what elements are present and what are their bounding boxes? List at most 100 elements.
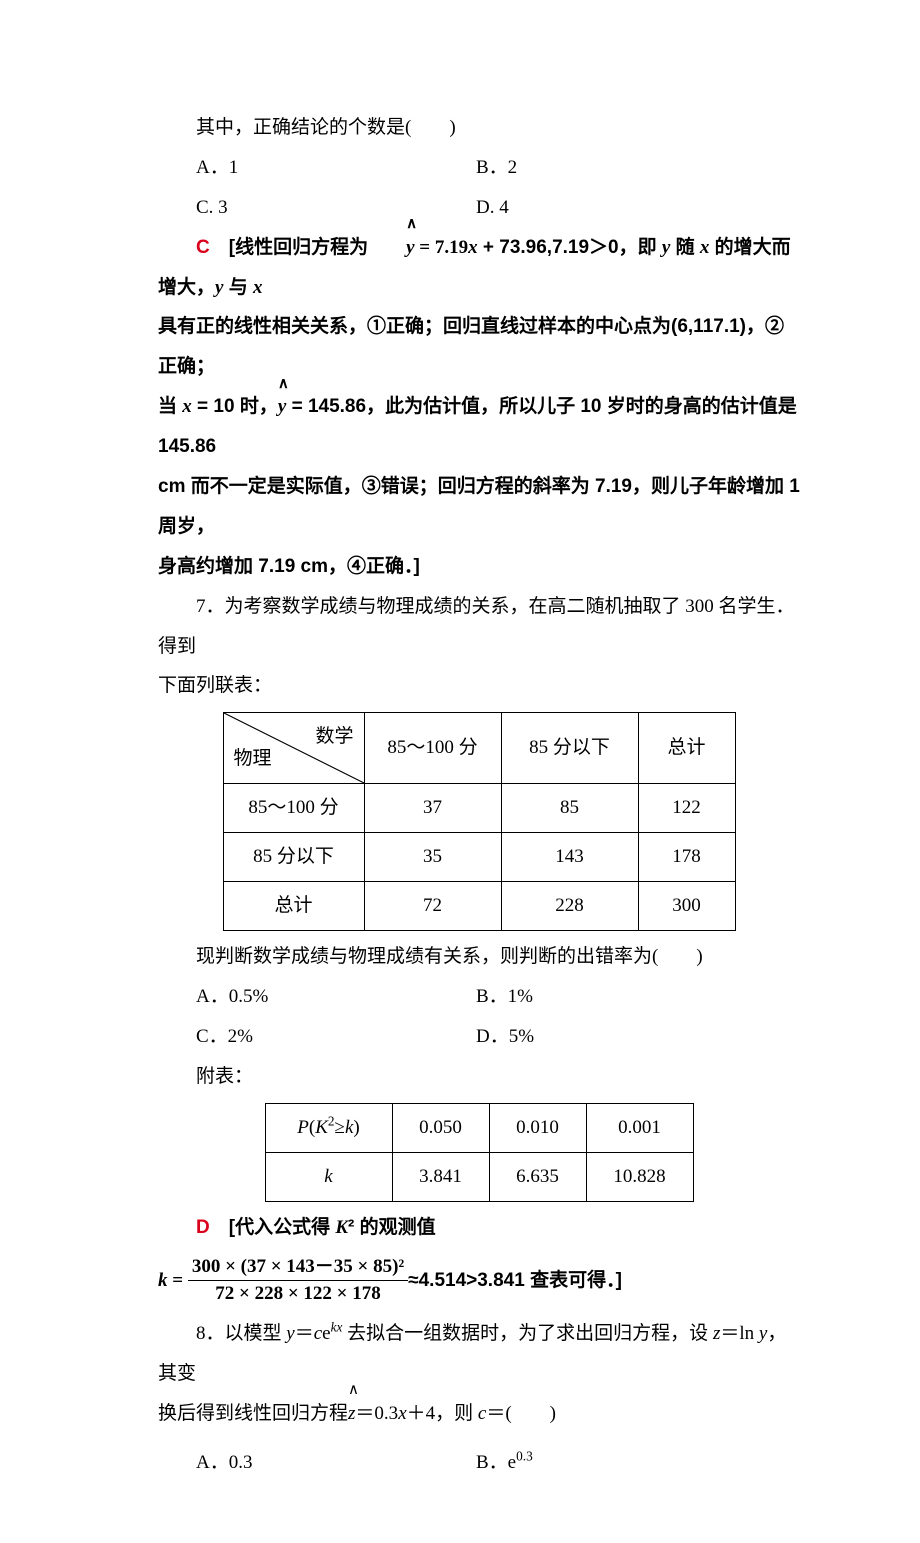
q6-explanation-line-5: 身高约增加 7.19 cm，④正确．] <box>158 547 800 587</box>
q8-e: e <box>322 1323 330 1344</box>
q8-zhat: z <box>348 1403 355 1424</box>
q6-l3-a: 当 <box>158 396 182 417</box>
q7-option-c: C．2% <box>196 1017 476 1057</box>
q7-exp-tail: ² 的观测值 <box>348 1217 436 1238</box>
q8-s2-b: ＝0.3 <box>355 1403 398 1424</box>
q8-s2-x: x <box>398 1403 406 1424</box>
q7-t2-h0: P(K2≥k) <box>265 1103 392 1152</box>
q7-contingency-table: 数学 物理 85～100 分 85 分以下 总计 85～100 分 37 85 … <box>223 712 736 931</box>
q6-option-c: C. 3 <box>196 188 476 228</box>
q7-stem-line-1: 7．为考察数学成绩与物理成绩的关系，在高二随机抽取了 300 名学生．得到 <box>158 587 800 667</box>
q6-l3-b: = 10 时， <box>192 396 278 417</box>
q6-exp-prefix: [线性回归方程为 <box>229 237 368 258</box>
q8-y: y <box>286 1323 294 1344</box>
q8-s2-cvar: c <box>478 1403 486 1424</box>
q6-exp-sui: 随 <box>670 237 700 258</box>
q7-exp-head: [代入公式得 <box>229 1217 336 1238</box>
q6-options-row-1: A．1 B．2 <box>158 148 800 188</box>
q6-options-row-2: C. 3 D. 4 <box>158 188 800 228</box>
q7-t1-diag-bot: 物理 <box>234 739 272 779</box>
q7-stem1: 为考察数学成绩与物理成绩的关系，在高二随机抽取了 300 名学生．得到 <box>158 596 795 657</box>
q8-options-row-1: A．0.3 B．e0.3 <box>158 1443 800 1483</box>
q8-eq2: ＝ln <box>720 1323 759 1344</box>
q7-t1-diag-top: 数学 <box>315 717 353 757</box>
q6-yhat: y <box>406 237 414 258</box>
q8-s2-d: ＝( ) <box>486 1403 556 1424</box>
q7-t1-r3c1: 72 <box>364 882 501 931</box>
q7-f-den: 72 × 228 × 122 × 178 <box>188 1281 408 1308</box>
q7-f-lhs: k <box>158 1270 168 1291</box>
q7-t1-r2c2: 143 <box>501 833 638 882</box>
q7-formula: k = 300 × (37 × 143－35 × 85)²72 × 228 × … <box>158 1254 800 1308</box>
table-row: 85～100 分 37 85 122 <box>223 784 735 833</box>
q7-f-num: 300 × (37 × 143－35 × 85)² <box>188 1254 408 1282</box>
q7-addendum-label: 附表： <box>158 1057 800 1097</box>
q6-exp-rest: + 73.96,7.19＞0，即 <box>478 237 662 258</box>
q7-t1-r3-label: 总计 <box>223 882 364 931</box>
q7-t1-col1: 85～100 分 <box>364 713 501 784</box>
q6-option-a: A．1 <box>196 148 476 188</box>
q6-explanation-line-1: C [线性回归方程为∧y = 7.19x + 73.96,7.19＞0，即 y … <box>158 228 800 308</box>
q7-t2-h2: 0.010 <box>489 1103 586 1152</box>
q7-t1-r1-label: 85～100 分 <box>223 784 364 833</box>
q7-t1-r3c3: 300 <box>638 882 735 931</box>
q7-option-a: A．0.5% <box>196 977 476 1017</box>
table-row: 85 分以下 35 143 178 <box>223 833 735 882</box>
q8-option-a: A．0.3 <box>196 1443 476 1483</box>
q6-exp-mid: = 7.19 <box>415 237 469 258</box>
table-row: P(K2≥k) 0.050 0.010 0.001 <box>265 1103 693 1152</box>
q8-stem-line-1: 8．以模型 y＝cekx 去拟合一组数据时，为了求出回归方程，设 z＝ln y，… <box>158 1314 800 1394</box>
q7-t1-r2c1: 35 <box>364 833 501 882</box>
q7-critical-value-table: P(K2≥k) 0.050 0.010 0.001 k 3.841 6.635 … <box>265 1103 694 1202</box>
q8-opt-b-pre: B．e <box>476 1452 516 1473</box>
table-row: 总计 72 228 300 <box>223 882 735 931</box>
q8-number: 8． <box>196 1323 225 1344</box>
q8-opt-b-sup: 0.3 <box>516 1449 533 1464</box>
q7-t1-col2: 85 分以下 <box>501 713 638 784</box>
q6-exp-yu: 与 <box>223 277 253 298</box>
q6-exp-x2: x <box>700 237 710 258</box>
q7-exp-K: K <box>335 1217 348 1238</box>
q6-exp-x: x <box>468 237 478 258</box>
q7-number: 7． <box>196 596 225 617</box>
q8-z: z <box>713 1323 720 1344</box>
q8-s2-a: 换后得到线性回归方程 <box>158 1403 348 1424</box>
q8-y2: y <box>759 1323 767 1344</box>
q7-option-b: B．1% <box>476 977 533 1017</box>
q7-answer-letter: D <box>196 1217 210 1238</box>
q7-option-d: D．5% <box>476 1017 534 1057</box>
q7-t2-r0: k <box>265 1152 392 1201</box>
q8-kx: kx <box>331 1319 343 1334</box>
q7-stem-line-2: 下面列联表： <box>158 666 800 706</box>
q7-t2-r2: 6.635 <box>489 1152 586 1201</box>
q6-answer-letter: C <box>196 237 210 258</box>
q6-exp-x3: x <box>253 277 263 298</box>
q7-t1-r2c3: 178 <box>638 833 735 882</box>
table-row: 数学 物理 85～100 分 85 分以下 总计 <box>223 713 735 784</box>
q8-stem-b: 去拟合一组数据时，为了求出回归方程，设 <box>342 1323 713 1344</box>
q7-t2-r3: 10.828 <box>586 1152 693 1201</box>
q8-stem-a: 以模型 <box>225 1323 287 1344</box>
q6-option-b: B．2 <box>476 148 517 188</box>
q7-explanation-head: D [代入公式得 K² 的观测值 <box>158 1208 800 1248</box>
q7-t2-h3: 0.001 <box>586 1103 693 1152</box>
q7-f-approx: ≈4.514>3.841 查表可得．] <box>408 1270 622 1291</box>
q7-t1-r2-label: 85 分以下 <box>223 833 364 882</box>
q7-options-row-2: C．2% D．5% <box>158 1017 800 1057</box>
q7-f-eq: = <box>168 1270 188 1291</box>
q7-t1-col3: 总计 <box>638 713 735 784</box>
q6-option-d: D. 4 <box>476 188 509 228</box>
q8-option-b: B．e0.3 <box>476 1443 533 1483</box>
q7-t1-diag-cell: 数学 物理 <box>223 713 364 784</box>
q8-eq1: ＝ <box>295 1323 314 1344</box>
q8-stem-line-2: 换后得到线性回归方程∧z＝0.3x＋4，则 c＝( ) <box>158 1394 800 1434</box>
q6-explanation-line-2: 具有正的线性相关关系，①正确；回归直线过样本的中心点为(6,117.1)，②正确… <box>158 307 800 387</box>
q7-t1-r1c2: 85 <box>501 784 638 833</box>
q7-t1-r1c1: 37 <box>364 784 501 833</box>
q7-t1-r3c2: 228 <box>501 882 638 931</box>
q7-t2-h1: 0.050 <box>392 1103 489 1152</box>
q6-explanation-line-4: cm 而不一定是实际值，③错误；回归方程的斜率为 7.19，则儿子年龄增加 1 … <box>158 467 800 547</box>
q7-t2-r1: 3.841 <box>392 1152 489 1201</box>
q7-options-row-1: A．0.5% B．1% <box>158 977 800 1017</box>
q8-c: c <box>314 1323 322 1344</box>
